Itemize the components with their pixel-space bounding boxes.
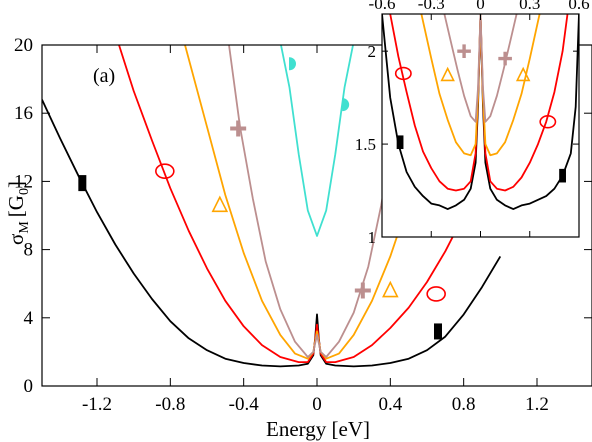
main-series-0-marker-1 [434, 323, 442, 340]
inset-series-3-marker-0 [457, 44, 471, 58]
inset-panel: -0.6 -0.3 0 0.3 0.6 11.52 [355, 0, 590, 247]
panel-annotation: (a) [93, 65, 115, 87]
inset-x-tick-label-1: -0.3 [418, 0, 445, 13]
main-x-tick-label-4: 0.4 [378, 394, 402, 415]
main-x-ticks: -1.2 -0.8 -0.4 0 0.4 0.8 1.2 [82, 45, 549, 415]
inset-series-3-line [443, 14, 518, 123]
main-y-tick-label-3: 12 [14, 171, 33, 192]
inset-x-ticks: -0.6 -0.3 0 0.3 0.6 [369, 0, 590, 237]
inset-x-tick-label-2: 0 [476, 0, 485, 13]
main-series-0-marker-0 [78, 175, 87, 192]
inset-y-tick-label-2: 2 [368, 42, 377, 61]
inset-series-0-marker-1 [559, 168, 566, 183]
inset-series-1-line [389, 14, 569, 192]
main-x-tick-label-0: -1.2 [82, 394, 112, 415]
main-series-3-line [228, 45, 405, 358]
main-y-tick-label-2: 8 [24, 240, 34, 261]
main-series-2-marker-0 [211, 195, 229, 213]
main-series-1-marker-0 [155, 163, 175, 179]
main-y-tick-label-5: 20 [14, 35, 33, 56]
inset-y-tick-label-1: 1.5 [355, 135, 376, 154]
inset-series-2-marker-0 [440, 66, 455, 82]
inset-series-3-marker-1 [498, 51, 512, 66]
main-series-4-marker-1 [342, 98, 350, 112]
inset-markers-layer [394, 44, 566, 183]
main-x-tick-label-3: 0 [312, 394, 322, 415]
inset-x-tick-label-3: 0.3 [519, 0, 540, 13]
y-axis-label-subscript: M [17, 221, 32, 234]
main-x-tick-label-1: -0.8 [155, 394, 185, 415]
main-series-4-line [280, 45, 354, 237]
y-axis-label-close: ] [4, 181, 28, 188]
inset-series-1-marker-0 [394, 66, 412, 81]
main-x-tick-label-6: 1.2 [525, 394, 549, 415]
inset-series-0-marker-0 [396, 135, 404, 150]
inset-x-tick-label-0: -0.6 [369, 0, 396, 13]
main-markers-layer [78, 57, 446, 340]
main-lines-layer [42, 45, 526, 368]
inset-y-ticks: 11.52 [355, 42, 579, 247]
main-series-2-marker-1 [382, 280, 399, 298]
main-y-tick-label-4: 16 [14, 103, 33, 124]
inset-lines-layer [382, 14, 579, 210]
main-x-tick-label-5: 0.8 [452, 394, 476, 415]
main-y-tick-label-0: 0 [24, 376, 34, 397]
main-series-1-marker-1 [426, 286, 446, 302]
y-axis-label: σM [G0] [4, 181, 32, 245]
main-series-0-line [42, 99, 502, 368]
main-series-3-marker-0 [230, 120, 247, 137]
inset-series-2-line [420, 14, 541, 157]
main-x-tick-label-2: -0.4 [229, 394, 260, 415]
main-series-3-marker-1 [354, 282, 371, 299]
y-axis-label-unit: [G [4, 195, 28, 217]
inset-x-tick-label-4: 0.6 [568, 0, 589, 13]
main-series-4-marker-0 [289, 57, 296, 71]
x-axis-label: Energy [eV] [266, 417, 370, 441]
inset-y-tick-label-0: 1 [368, 228, 377, 247]
y-axis-label-unit-subscript: 0 [17, 188, 32, 195]
y-axis-label-symbol: σ [4, 234, 28, 245]
inset-series-1-marker-1 [539, 115, 557, 129]
inset-series-2-marker-1 [515, 66, 531, 82]
main-y-tick-label-1: 4 [24, 308, 34, 329]
